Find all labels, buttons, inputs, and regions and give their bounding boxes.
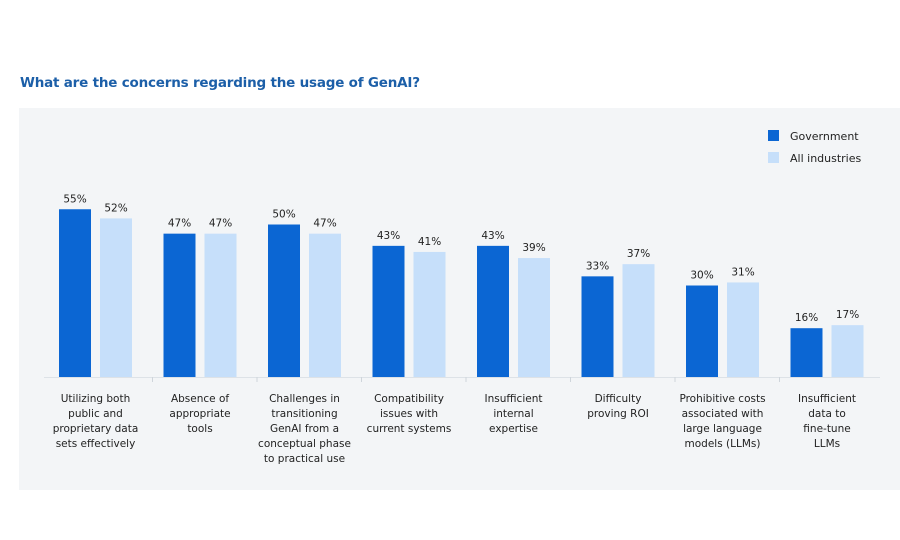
legend-swatch (768, 130, 779, 141)
bar-all-industries (727, 282, 759, 377)
data-label: 47% (209, 218, 232, 230)
data-label: 30% (690, 270, 713, 282)
bar-government (163, 233, 196, 377)
category-label: public and (68, 408, 123, 420)
data-label: 41% (418, 236, 441, 248)
data-label: 50% (272, 209, 295, 221)
data-label: 55% (63, 193, 86, 205)
category-label: Utilizing both (61, 393, 131, 405)
category-label: large language (683, 423, 762, 435)
bar-government (372, 245, 405, 377)
category-label: current systems (367, 423, 452, 435)
bar-government (268, 224, 300, 377)
data-label: 37% (627, 248, 650, 260)
data-label: 39% (522, 242, 545, 254)
bar-all-industries (413, 251, 446, 377)
category-label: issues with (380, 408, 438, 420)
bar-government (790, 328, 823, 377)
category-label: conceptual phase (258, 438, 351, 450)
category-label: internal (493, 408, 533, 420)
data-label: 47% (313, 218, 336, 230)
data-label: 17% (836, 309, 859, 321)
bar-all-industries (622, 264, 655, 377)
data-label: 16% (795, 312, 818, 324)
category-label: to practical use (264, 453, 345, 465)
category-label: fine-tune (803, 423, 850, 435)
data-label: 43% (377, 230, 400, 242)
legend-label: Government (790, 130, 859, 143)
category-label: Absence of (171, 393, 229, 405)
bar-government (686, 285, 718, 377)
category-label: expertise (489, 423, 538, 435)
category-label: data to (808, 408, 846, 420)
legend-swatch (768, 152, 779, 163)
bar-all-industries (831, 325, 864, 377)
category-label: LLMs (814, 438, 840, 450)
category-label: transitioning (271, 408, 337, 420)
category-label: associated with (682, 408, 764, 420)
category-label: proprietary data (53, 423, 139, 435)
data-label: 43% (481, 230, 504, 242)
category-label: tools (187, 423, 212, 435)
data-label: 52% (104, 202, 127, 214)
data-label: 47% (168, 218, 191, 230)
data-label: 31% (731, 266, 754, 278)
category-label: Difficulty (595, 393, 642, 405)
data-label: 33% (586, 260, 609, 272)
bar-government (581, 276, 614, 377)
category-label: Insufficient (485, 393, 543, 405)
category-label: GenAI from a (270, 423, 339, 435)
bar-all-industries (518, 258, 550, 377)
chart-title: What are the concerns regarding the usag… (20, 75, 420, 91)
bar-all-industries (100, 218, 132, 377)
category-label: Compatibility (374, 393, 444, 405)
category-label: Prohibitive costs (679, 393, 765, 405)
category-label: proving ROI (587, 408, 649, 420)
bar-all-industries (204, 233, 237, 377)
bar-all-industries (309, 233, 341, 377)
bar-government (59, 209, 91, 377)
category-label: models (LLMs) (685, 438, 761, 450)
legend-label: All industries (790, 152, 862, 165)
category-label: appropriate (169, 408, 230, 420)
bar-government (477, 245, 509, 377)
category-label: Challenges in (269, 393, 340, 405)
category-label: Insufficient (798, 393, 856, 405)
category-label: sets effectively (56, 438, 136, 450)
